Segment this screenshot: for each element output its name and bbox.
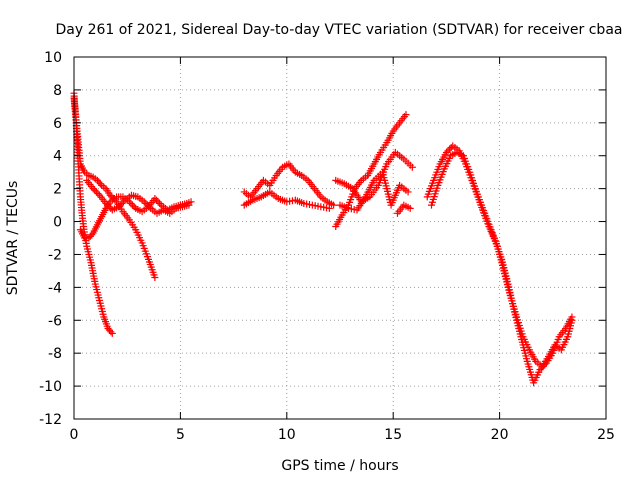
data-point: [127, 199, 135, 207]
data-point: [94, 190, 102, 198]
data-point: [404, 188, 412, 196]
x-tick-label: 10: [278, 427, 296, 443]
data-series: [70, 89, 576, 387]
data-point: [106, 191, 114, 199]
x-tick-label: 15: [384, 427, 402, 443]
y-tick-label: 8: [53, 83, 62, 99]
x-tick-label: 20: [491, 427, 509, 443]
data-point: [89, 185, 97, 193]
data-point: [104, 201, 112, 209]
series-track-f: [240, 188, 333, 212]
data-point: [118, 199, 126, 207]
y-tick-label: -10: [39, 379, 62, 395]
data-point: [325, 204, 333, 212]
chart-title: Day 261 of 2021, Sidereal Day-to-day VTE…: [56, 22, 623, 38]
axis-ticks: [73, 56, 607, 420]
y-tick-label: -4: [48, 280, 62, 296]
data-point: [444, 147, 452, 155]
data-point: [156, 199, 164, 207]
data-point: [130, 203, 138, 211]
data-point: [446, 145, 454, 153]
plot-frame: [73, 56, 607, 420]
y-tick-label: 10: [44, 50, 62, 66]
data-point: [105, 203, 113, 211]
x-tick-label: 25: [597, 427, 615, 443]
data-point: [140, 198, 148, 206]
series-track-e: [240, 160, 338, 209]
y-tick-label: -8: [48, 346, 62, 362]
data-point: [92, 188, 100, 196]
data-point: [541, 361, 549, 369]
data-point: [145, 203, 153, 211]
y-tick-labels: -12 -10 -8 -6 -4 -2 0 2 4 6 8 10: [39, 50, 62, 428]
data-point: [402, 111, 410, 119]
data-point: [538, 364, 546, 372]
y-tick-label: 2: [53, 182, 62, 198]
y-tick-label: 6: [53, 116, 62, 132]
y-tick-label: -6: [48, 313, 62, 329]
data-point: [142, 199, 150, 207]
data-point: [152, 196, 160, 204]
series-track-l: [428, 148, 576, 387]
y-tick-label: 4: [53, 149, 62, 165]
data-point: [408, 163, 416, 171]
data-point: [568, 313, 576, 321]
series-track-d: [83, 176, 193, 217]
data-point: [129, 201, 137, 209]
data-point: [330, 201, 338, 209]
y-tick-label: -12: [39, 412, 62, 428]
data-point: [96, 180, 104, 188]
grid-lines: [74, 57, 606, 419]
x-tick-label: 0: [70, 427, 79, 443]
data-point: [442, 148, 450, 156]
x-axis-label: GPS time / hours: [281, 458, 398, 474]
y-axis-label: SDTVAR / TECUs: [5, 181, 21, 296]
data-point: [151, 195, 159, 203]
data-point: [102, 199, 110, 207]
series-track-c: [76, 193, 195, 242]
data-point: [108, 329, 116, 337]
data-point: [91, 186, 99, 194]
x-tick-labels: 0 5 10 15 20 25: [70, 427, 615, 443]
data-point: [107, 328, 115, 336]
series-track-j: [393, 201, 414, 217]
data-point: [143, 201, 151, 209]
x-tick-label: 5: [176, 427, 185, 443]
y-tick-label: 0: [53, 215, 62, 231]
data-point: [151, 273, 159, 281]
data-point: [406, 204, 414, 212]
y-tick-label: -2: [48, 247, 62, 263]
data-point: [154, 198, 162, 206]
series-track-i: [336, 168, 412, 214]
data-point: [536, 366, 544, 374]
data-point: [88, 231, 96, 239]
data-point: [185, 201, 193, 209]
data-point: [539, 362, 547, 370]
data-point: [119, 198, 127, 206]
data-point: [116, 201, 124, 209]
data-point: [115, 203, 123, 211]
